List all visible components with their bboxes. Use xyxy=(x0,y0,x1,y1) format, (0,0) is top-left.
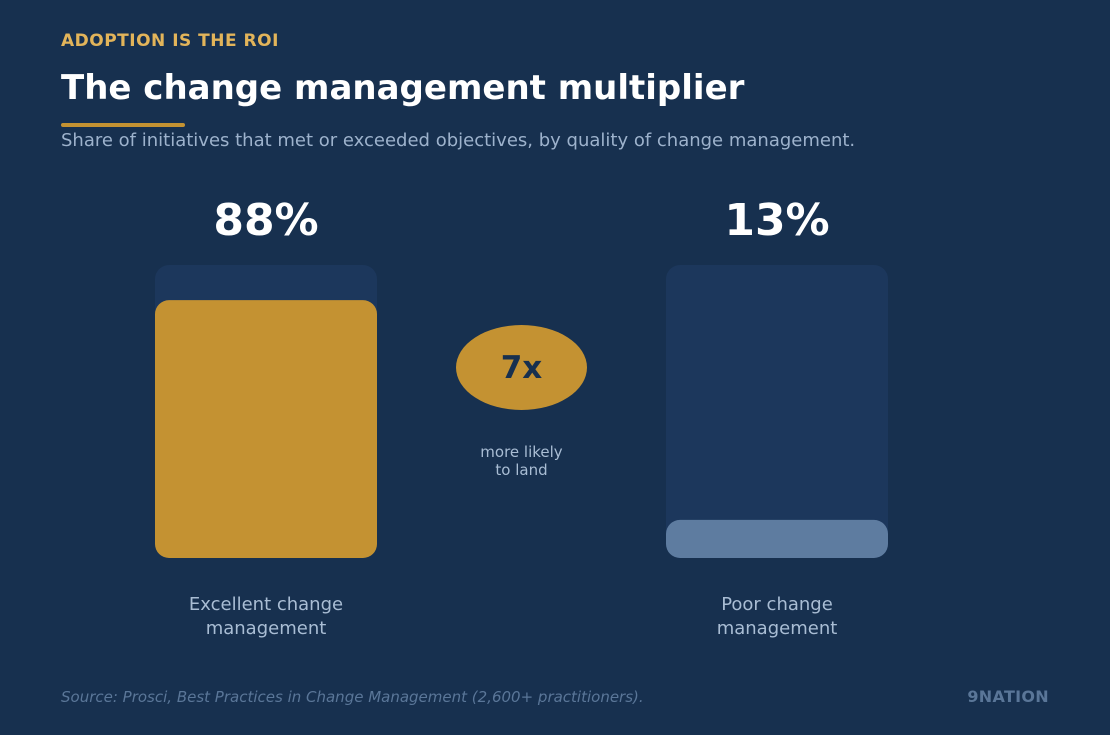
title-underline xyxy=(61,123,185,127)
chart-title: The change management multiplier xyxy=(61,68,745,108)
multiplier-badge: 7x xyxy=(456,325,587,410)
multiplier-caption: more likely to land xyxy=(480,443,563,479)
bar-track-poor xyxy=(666,265,888,558)
category-label-excellent: Excellent change management xyxy=(188,594,344,639)
multiplier-value: 7x xyxy=(500,349,543,386)
chart-subtitle: Share of initiatives that met or exceede… xyxy=(61,130,856,151)
category-label-poor: Poor change management xyxy=(716,594,838,639)
value-label-excellent: 88% xyxy=(213,195,319,246)
value-label-poor: 13% xyxy=(724,195,830,246)
eyebrow-label: ADOPTION IS THE ROI xyxy=(61,31,279,51)
bar-poor xyxy=(666,519,888,558)
brand-logo: 9NATION xyxy=(967,687,1049,706)
source-note: Source: Prosci, Best Practices in Change… xyxy=(61,688,644,706)
bar-excellent xyxy=(155,300,377,558)
